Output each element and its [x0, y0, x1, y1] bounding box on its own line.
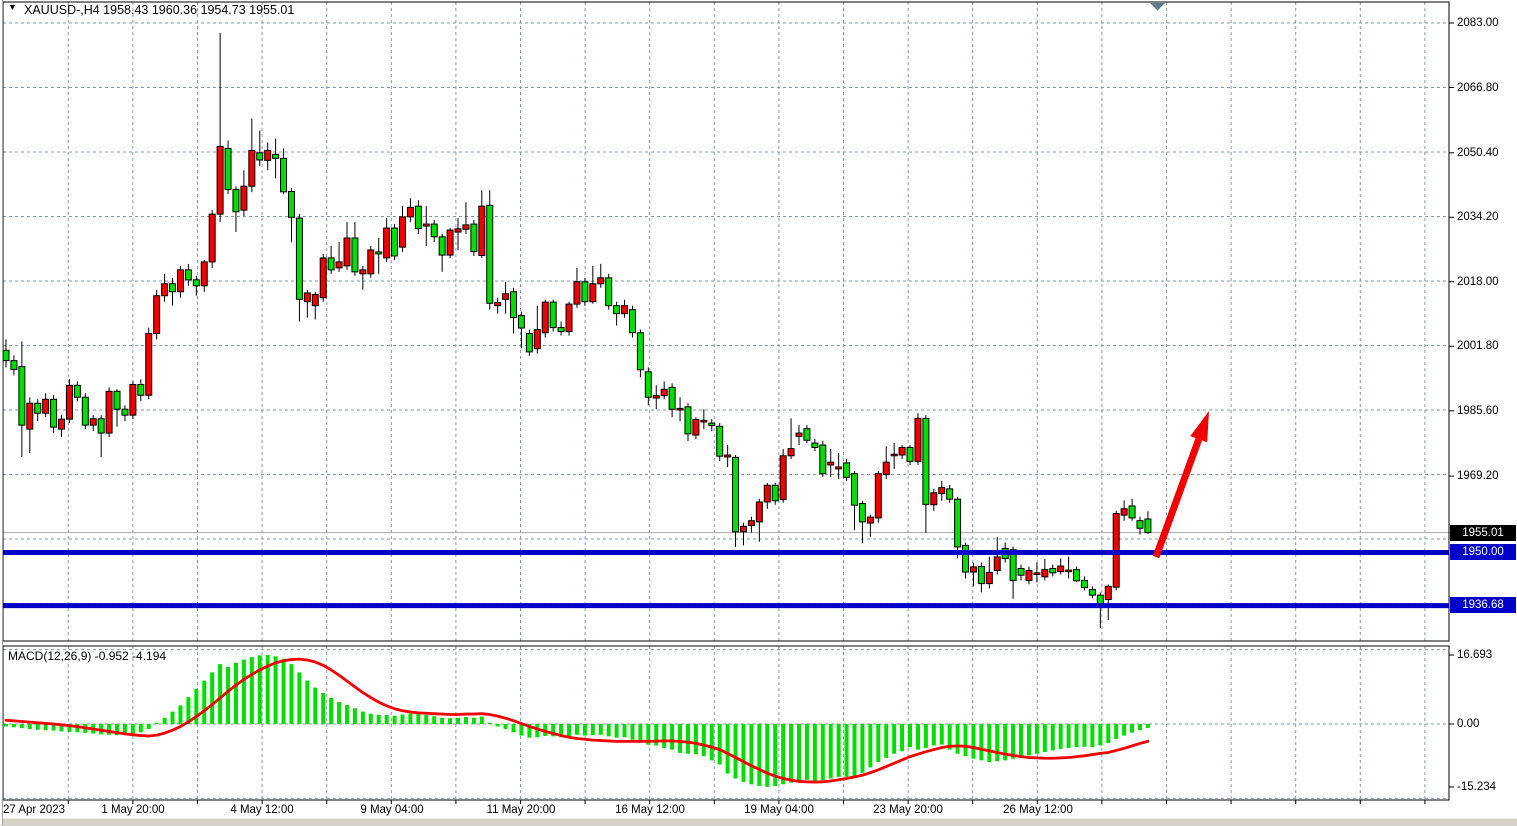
- time-axis-label: 4 May 12:00: [230, 804, 294, 816]
- current-price-badge: 1955.01: [1450, 525, 1516, 541]
- time-axis-label: 27 Apr 2023: [3, 804, 66, 816]
- pane-frames: [2, 1, 1454, 804]
- chart-collapse-icon[interactable]: ▼: [8, 2, 17, 12]
- price-axis-tick-label: 1985.60: [1457, 404, 1499, 417]
- chart-title-ohlc: XAUUSD-,H4 1958.43 1960.36 1954.73 1955.…: [24, 3, 295, 17]
- time-axis-label: 16 May 12:00: [615, 804, 685, 816]
- price-axis-tick-label: 2018.00: [1457, 275, 1499, 288]
- price-axis-tick-label: 2083.00: [1457, 17, 1499, 29]
- time-axis-label: 19 May 04:00: [744, 804, 814, 816]
- price-axis-tick-label: 2001.80: [1457, 340, 1499, 353]
- window-bottom-strip: [0, 818, 1517, 826]
- price-axis-tick-label: 2066.80: [1457, 81, 1499, 94]
- macd-axis-tick-label: 16.693: [1457, 649, 1493, 662]
- price-axis-tick-label: 1969.20: [1457, 470, 1499, 483]
- grid-layer: [3, 2, 1449, 800]
- time-axis-label: 9 May 04:00: [360, 804, 424, 816]
- time-axis-label: 1 May 20:00: [101, 804, 165, 816]
- chart-shift-marker-icon[interactable]: [1150, 3, 1165, 11]
- price-axis-tick-label: 2050.40: [1457, 146, 1499, 159]
- macd-axis-tick-label: -15.234: [1457, 780, 1497, 793]
- macd-axis-tick-label: 0.00: [1457, 718, 1480, 730]
- macd-signal-line: [4, 657, 1150, 784]
- trend-arrow-annotation[interactable]: [1152, 411, 1209, 559]
- time-axis-label: 11 May 20:00: [486, 804, 556, 816]
- time-axis-label: 26 May 12:00: [1003, 804, 1073, 816]
- support-line-badge-1950: 1950.00: [1450, 544, 1516, 560]
- support-lines[interactable]: [3, 550, 1449, 609]
- support-line-badge-1936: 1936.68: [1450, 597, 1516, 613]
- macd-indicator-label: MACD(12,26,9) -0.952 -4.194: [8, 649, 167, 663]
- price-axis-tick-label: 2034.20: [1457, 211, 1499, 224]
- window-left-border: [0, 0, 3, 825]
- candles-layer[interactable]: [2, 32, 1152, 629]
- macd-layer[interactable]: [4, 655, 1150, 787]
- time-axis-label: 23 May 20:00: [873, 804, 943, 816]
